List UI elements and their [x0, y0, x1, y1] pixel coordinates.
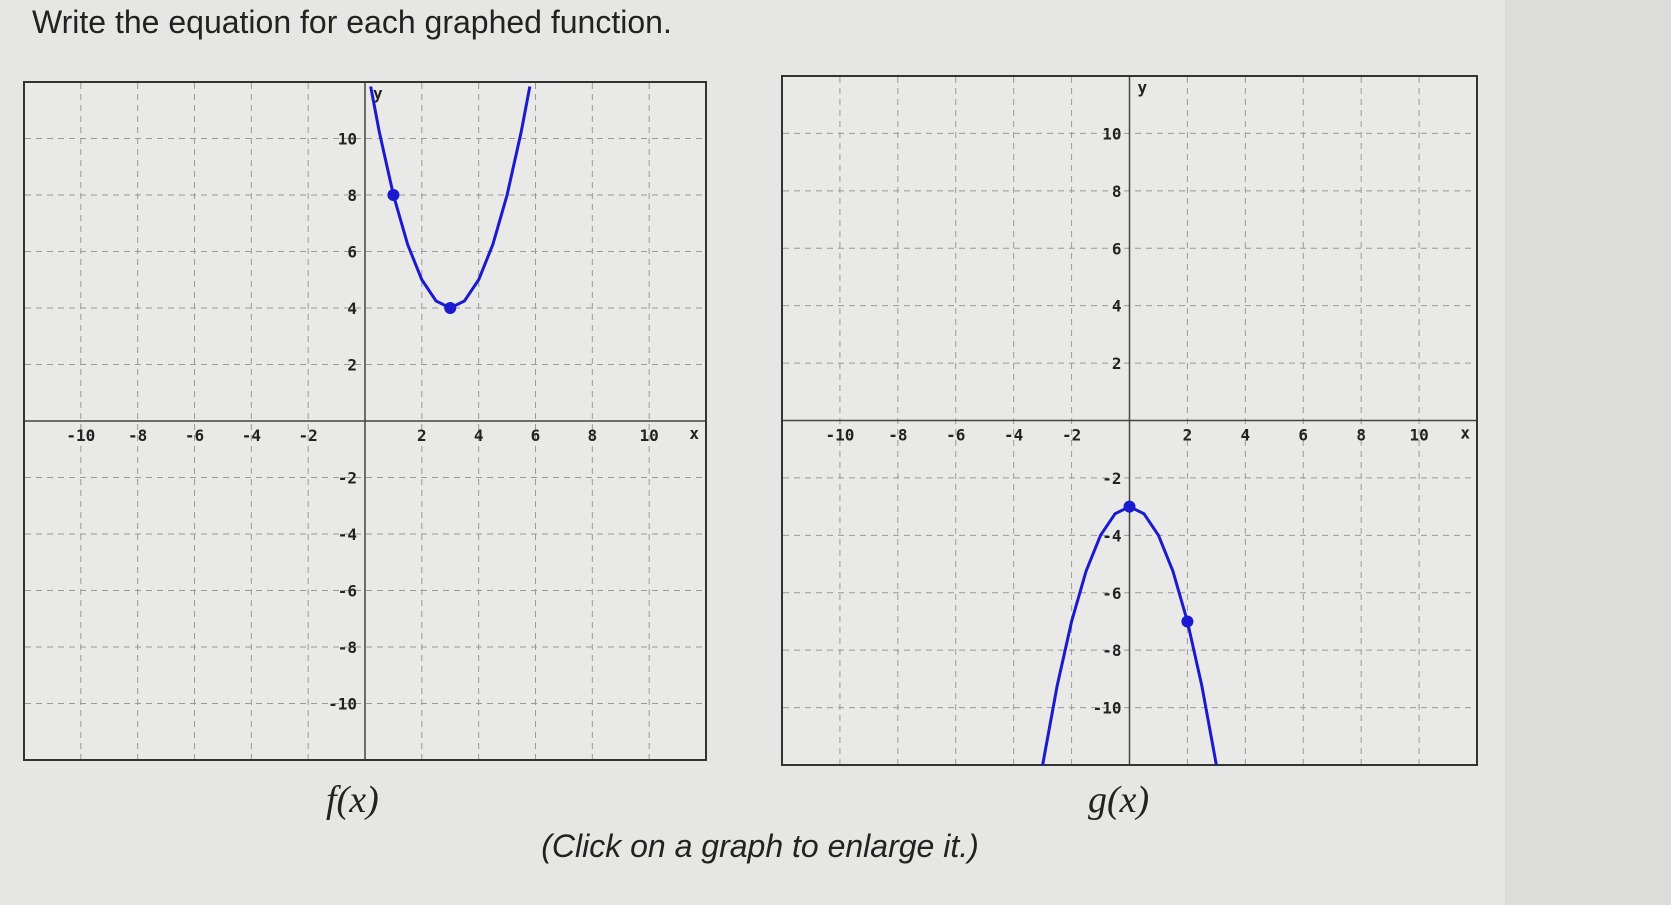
- instruction-note: (Click on a graph to enlarge it.): [541, 828, 979, 864]
- x-tick-label: -4: [1004, 426, 1023, 445]
- x-tick-label: -4: [242, 426, 261, 445]
- y-tick-label: -4: [1102, 526, 1121, 545]
- x-tick-label: 6: [531, 426, 541, 445]
- y-tick-label: 6: [347, 243, 357, 262]
- y-tick-label: 8: [1112, 182, 1122, 201]
- y-tick-label: 10: [338, 130, 357, 149]
- x-tick-label: 10: [1409, 426, 1428, 445]
- point: [1123, 500, 1136, 513]
- x-tick-label: 4: [474, 426, 484, 445]
- y-axis-label: y: [1138, 78, 1148, 97]
- x-tick-label: 10: [640, 426, 659, 445]
- graph[interactable]: -10 -8 -6 -4 -2 2 4 6 8 10 -10 -8 -6 -4 -2 2 4 6 8 10 x y: [781, 75, 1478, 766]
- x-tick-label: -8: [128, 426, 147, 445]
- x-tick-label: -8: [888, 426, 907, 445]
- y-tick-label: -6: [338, 582, 357, 601]
- function-label: g(x): [1088, 779, 1150, 821]
- function-label: f(x): [326, 779, 379, 821]
- y-tick-label: -10: [1093, 699, 1122, 718]
- y-tick-label: 2: [347, 356, 357, 375]
- y-tick-label: -8: [1102, 641, 1121, 660]
- x-tick-label: -2: [1062, 426, 1081, 445]
- x-axis-label: x: [689, 424, 699, 443]
- y-tick-label: -4: [338, 525, 357, 544]
- y-tick-label: 8: [347, 186, 357, 205]
- y-tick-label: -10: [328, 695, 357, 714]
- background-panel: [1505, 0, 1671, 905]
- graph[interactable]: -10 -8 -6 -4 -2 2 4 6 8 10 -10 -8 -6 -4 -2 2 4 6 8 10 x y: [23, 81, 707, 761]
- instruction: Write the equation for each graphed func…: [32, 4, 672, 40]
- y-tick-label: 10: [1102, 124, 1121, 143]
- y-tick-label: -8: [338, 638, 357, 657]
- x-tick-label: 6: [1298, 426, 1308, 445]
- y-tick-label: -2: [338, 469, 357, 488]
- point: [444, 302, 457, 314]
- x-tick-label: -6: [185, 426, 204, 445]
- x-tick-label: 8: [1356, 426, 1366, 445]
- x-tick-label: 4: [1241, 426, 1251, 445]
- x-tick-label: -2: [299, 426, 318, 445]
- y-tick-label: -2: [1102, 469, 1121, 488]
- point: [1181, 615, 1194, 628]
- x-axis-label: x: [1460, 424, 1470, 443]
- y-tick-label: 2: [1112, 354, 1122, 373]
- x-tick-label: -10: [66, 426, 95, 445]
- y-tick-label: 4: [1112, 297, 1122, 316]
- y-tick-label: 6: [1112, 239, 1122, 258]
- x-tick-label: 8: [588, 426, 598, 445]
- x-tick-label: 2: [417, 426, 427, 445]
- y-tick-label: 4: [347, 299, 357, 318]
- y-tick-label: -6: [1102, 584, 1121, 603]
- x-tick-label: -10: [825, 426, 854, 445]
- x-tick-label: 2: [1183, 426, 1193, 445]
- y-axis-label: y: [373, 84, 383, 103]
- point: [387, 189, 400, 201]
- x-tick-label: -6: [946, 426, 965, 445]
